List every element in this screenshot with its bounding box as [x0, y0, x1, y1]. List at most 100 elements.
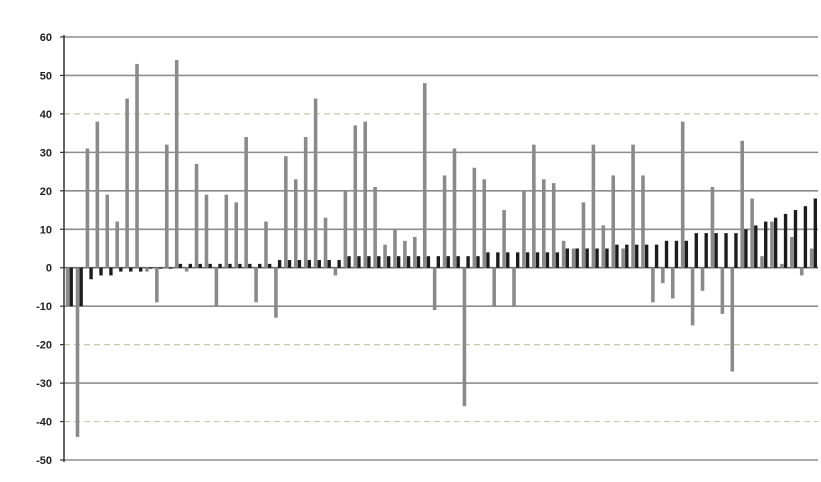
bar-series-2: [327, 260, 331, 268]
bar-series-1: [303, 136, 308, 268]
bar-series-1: [373, 186, 377, 268]
bar-series-1: [214, 267, 219, 307]
bar-series-1: [383, 244, 387, 268]
bar-series-1: [135, 63, 139, 268]
bar-series-2: [803, 206, 808, 268]
bar-series-1: [770, 221, 774, 268]
bar-series-2: [744, 229, 748, 268]
bar-series-1: [502, 210, 506, 268]
y-tick-label: 10: [40, 224, 52, 236]
bar-series-2: [476, 256, 480, 268]
bar-series-1: [730, 267, 735, 372]
bar-series-2: [208, 263, 212, 268]
bar-series-1: [651, 267, 655, 303]
y-axis: 60 50 40 30 20 10 0 -10 -20 -30 -40 -50: [36, 32, 65, 467]
bar-series-2: [248, 263, 252, 268]
bar-series-1: [333, 267, 338, 276]
bar-series-1: [690, 267, 695, 326]
bar-series-2: [446, 256, 450, 268]
bar-series-2: [258, 263, 262, 268]
bar-series-1: [75, 267, 80, 437]
bar-series-2: [297, 260, 302, 268]
bar-series-1: [343, 190, 348, 268]
bar-series-1: [164, 144, 169, 268]
bar-series-1: [95, 121, 100, 268]
bar-series-2: [555, 252, 560, 268]
bar-series-2: [535, 252, 540, 268]
y-tick-label: 60: [40, 32, 52, 44]
y-tick-label: 50: [40, 70, 52, 82]
bar-series-2: [89, 267, 93, 280]
bar-series-2: [158, 267, 163, 269]
bar-series-1: [194, 163, 199, 268]
bar-series-2: [238, 263, 242, 268]
y-tick-label: -10: [36, 301, 52, 313]
bar-series-2: [287, 260, 292, 268]
bar-series-1: [413, 236, 417, 268]
bar-series-2: [684, 240, 689, 268]
bar-series-1: [184, 267, 189, 272]
bar-series-1: [254, 267, 258, 303]
bar-series-2: [724, 233, 728, 268]
bar-series-1: [740, 140, 744, 268]
bar-series-1: [581, 202, 586, 268]
y-tick-label: 20: [40, 186, 52, 198]
bar-series-2: [129, 267, 133, 272]
bar-series-2: [793, 210, 798, 268]
bar-series-2: [148, 267, 153, 269]
bar-series-1: [522, 190, 526, 268]
bar-series-2: [456, 256, 460, 268]
bar-series-1: [264, 221, 268, 268]
bar-series-2: [764, 221, 768, 268]
bar-series-1: [403, 240, 407, 268]
bar-series-2: [377, 256, 381, 268]
bar-series-2: [773, 217, 778, 268]
bar-series-1: [65, 267, 70, 307]
bar-series-2: [714, 233, 718, 268]
bar-series-2: [545, 252, 550, 268]
bar-series-1: [799, 267, 804, 276]
bar-series-1: [561, 240, 566, 268]
bar-series-2: [307, 260, 312, 268]
y-tick-label: 40: [40, 109, 52, 121]
bar-series-2: [605, 248, 609, 268]
bar-series-2: [516, 252, 520, 268]
bar-series-2: [585, 248, 589, 268]
bar-series-1: [601, 225, 606, 268]
bar-series-2: [575, 248, 579, 268]
bar-series-1: [155, 267, 159, 303]
bar-series-1: [105, 194, 110, 268]
bar-series-1: [591, 144, 596, 268]
bar-series-2: [615, 244, 619, 268]
bar-series-2: [406, 256, 411, 268]
bar-series-1: [551, 183, 556, 268]
bar-series-1: [670, 267, 675, 299]
bar-series-2: [218, 263, 222, 268]
bar-series-1: [462, 267, 467, 407]
bar-series-1: [115, 221, 119, 268]
bar-series-1: [174, 60, 179, 268]
bar-series-1: [224, 194, 229, 268]
bar-series-2: [496, 252, 500, 268]
bar-series-2: [109, 267, 113, 276]
bar-series-1: [809, 248, 814, 268]
bar-series-2: [337, 260, 341, 268]
bar-series-2: [267, 263, 272, 268]
bars: [65, 60, 818, 437]
y-tick-label: -40: [36, 417, 52, 429]
y-tick-label: 30: [40, 147, 52, 159]
bar-series-2: [99, 267, 103, 276]
bar-series-2: [387, 256, 391, 268]
y-tick-label: 0: [46, 263, 52, 275]
bar-series-2: [635, 244, 639, 268]
bar-series-1: [204, 194, 209, 268]
bar-series-1: [393, 229, 397, 268]
bar-series-2: [674, 240, 679, 268]
bar-series-2: [595, 248, 599, 268]
bar-series-2: [813, 198, 818, 268]
bar-series-1: [680, 121, 685, 268]
bar-series-2: [644, 244, 649, 268]
bar-series-1: [323, 217, 328, 268]
bar-series-1: [641, 175, 645, 268]
